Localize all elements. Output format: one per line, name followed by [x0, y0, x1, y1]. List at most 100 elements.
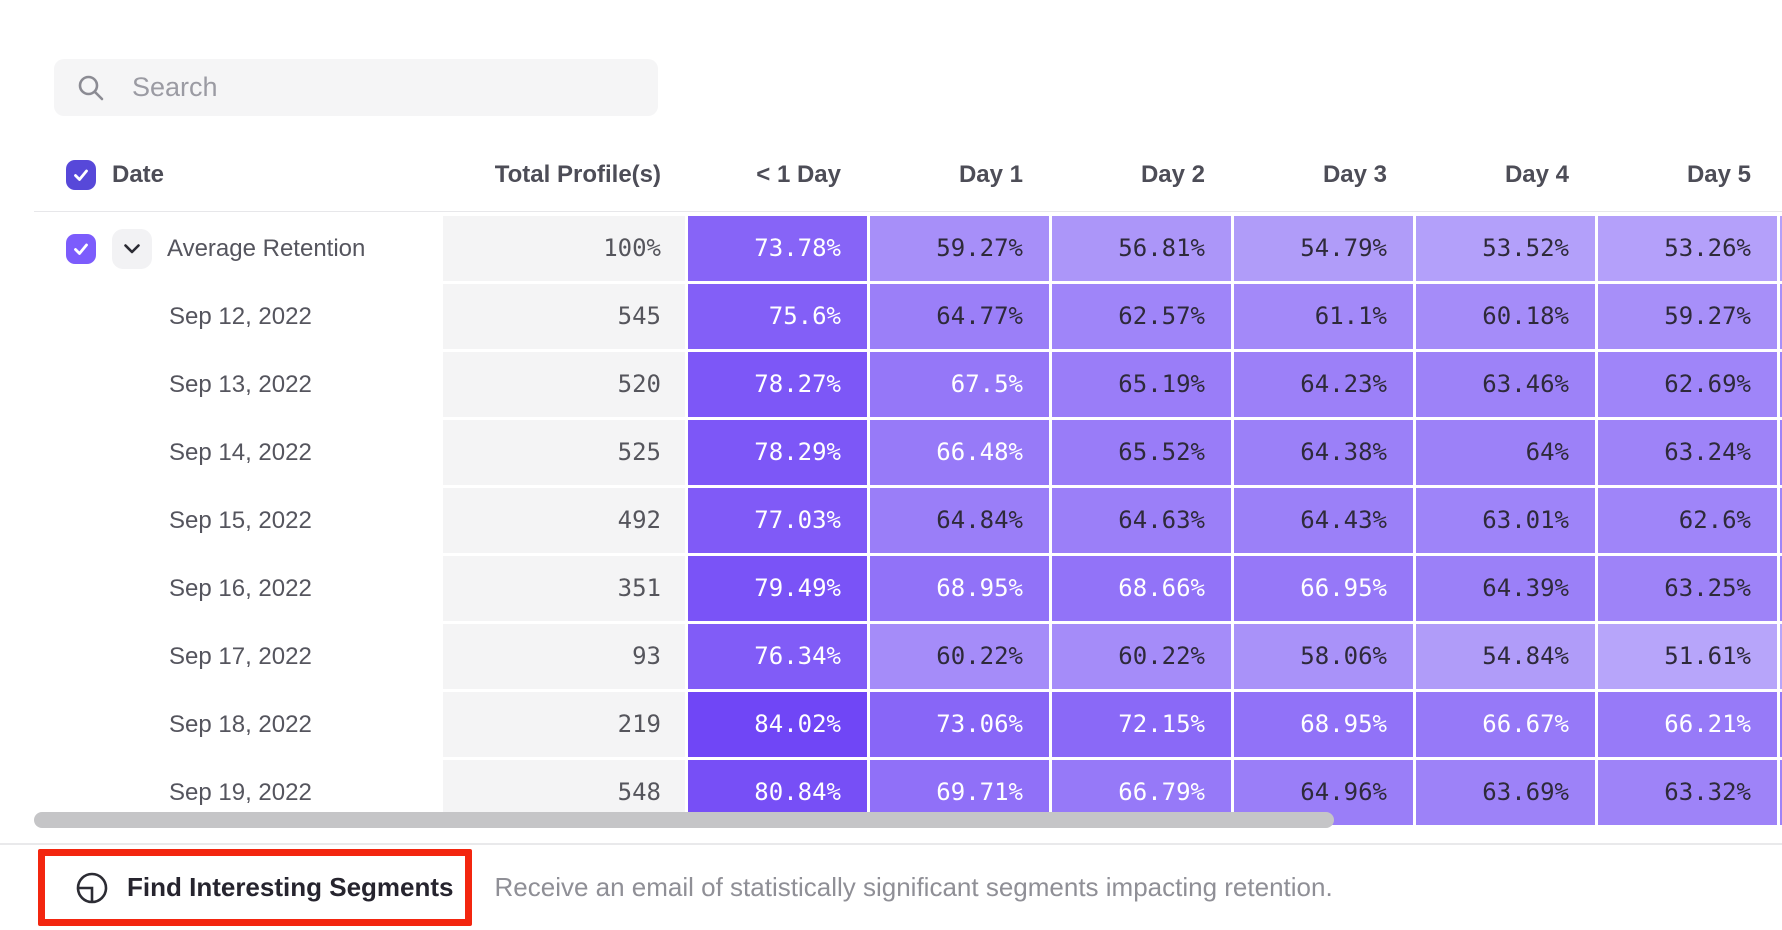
retention-cell-day-3[interactable]: 66.95% — [1231, 556, 1413, 621]
retention-cell-day-3[interactable]: 68.95% — [1231, 692, 1413, 757]
retention-cell-day-3[interactable]: 64.38% — [1231, 420, 1413, 485]
row-label-cell: Sep 12, 2022 — [0, 284, 443, 349]
retention-cell-day-3[interactable]: 54.79% — [1231, 216, 1413, 281]
retention-cell-day-4[interactable]: 64.39% — [1413, 556, 1595, 621]
row-label: Sep 13, 2022 — [169, 370, 312, 398]
table-row: Average Retention 100% 73.78% 59.27% 56.81% 5… — [0, 216, 1782, 281]
retention-cell-day-5[interactable]: 51.61% — [1595, 624, 1777, 689]
retention-cell-day-0[interactable]: 78.27% — [685, 352, 867, 417]
retention-cell-day-2[interactable]: 64.63% — [1049, 488, 1231, 553]
retention-cell-day-1[interactable]: 68.95% — [867, 556, 1049, 621]
next-column-sliver — [1777, 284, 1782, 349]
retention-cell-day-0[interactable]: 78.29% — [685, 420, 867, 485]
retention-cell-day-3[interactable]: 61.1% — [1231, 284, 1413, 349]
retention-cell-day-2[interactable]: 72.15% — [1049, 692, 1231, 757]
next-column-sliver — [1777, 692, 1782, 757]
retention-cell-day-1[interactable]: 59.27% — [867, 216, 1049, 281]
row-label-cell: Sep 16, 2022 — [0, 556, 443, 621]
column-header-day-2: Day 2 — [1140, 161, 1205, 188]
retention-cell-day-1[interactable]: 67.5% — [867, 352, 1049, 417]
column-header-day-0: < 1 Day — [756, 161, 841, 188]
table-body: Average Retention 100% 73.78% 59.27% 56.81% 5… — [0, 216, 1782, 825]
retention-cell-day-5[interactable]: 53.26% — [1595, 216, 1777, 281]
search-input[interactable] — [54, 59, 658, 116]
retention-cell-day-3[interactable]: 64.43% — [1231, 488, 1413, 553]
retention-cell-day-2[interactable]: 62.57% — [1049, 284, 1231, 349]
retention-cell-day-0[interactable]: 73.78% — [685, 216, 867, 281]
retention-cell-day-0[interactable]: 84.02% — [685, 692, 867, 757]
retention-cell-day-2[interactable]: 60.22% — [1049, 624, 1231, 689]
retention-cell-day-2[interactable]: 65.52% — [1049, 420, 1231, 485]
next-column-sliver — [1777, 624, 1782, 689]
check-icon — [74, 243, 88, 255]
next-column-sliver — [1777, 556, 1782, 621]
footer-divider — [0, 843, 1782, 845]
retention-cell-day-5[interactable]: 66.21% — [1595, 692, 1777, 757]
retention-cell-day-1[interactable]: 64.84% — [867, 488, 1049, 553]
retention-cell-day-4[interactable]: 63.46% — [1413, 352, 1595, 417]
column-header-day-3: Day 3 — [1322, 161, 1387, 188]
total-profiles-cell: 93 — [443, 624, 685, 689]
retention-cell-day-1[interactable]: 64.77% — [867, 284, 1049, 349]
total-profiles-cell: 351 — [443, 556, 685, 621]
table-row: Sep 13, 2022 520 78.27% 67.5% 65.19% 64.23% 63… — [0, 352, 1782, 417]
expand-row-button[interactable] — [112, 228, 152, 269]
retention-cell-day-5[interactable]: 63.25% — [1595, 556, 1777, 621]
horizontal-scrollbar-thumb[interactable] — [34, 812, 1334, 828]
table-row: Sep 12, 2022 545 75.6% 64.77% 62.57% 61.1% 60.… — [0, 284, 1782, 349]
next-column-sliver — [1777, 352, 1782, 417]
retention-cell-day-1[interactable]: 66.48% — [867, 420, 1049, 485]
retention-cell-day-5[interactable]: 63.32% — [1595, 760, 1777, 825]
retention-cell-day-5[interactable]: 63.24% — [1595, 420, 1777, 485]
retention-cell-day-2[interactable]: 56.81% — [1049, 216, 1231, 281]
retention-cell-day-4[interactable]: 63.69% — [1413, 760, 1595, 825]
retention-cell-day-1[interactable]: 60.22% — [867, 624, 1049, 689]
retention-cell-day-4[interactable]: 66.67% — [1413, 692, 1595, 757]
next-column-sliver — [1777, 488, 1782, 553]
column-header-total-profiles: Total Profile(s) — [494, 161, 661, 188]
next-column-sliver — [1777, 216, 1782, 281]
search-bar — [54, 59, 658, 116]
table-row: Sep 17, 2022 93 76.34% 60.22% 60.22% 58.06% 54… — [0, 624, 1782, 689]
find-interesting-segments-label: Find Interesting Segments — [127, 872, 454, 902]
retention-cell-day-4[interactable]: 53.52% — [1413, 216, 1595, 281]
retention-cell-day-1[interactable]: 73.06% — [867, 692, 1049, 757]
retention-cell-day-0[interactable]: 79.49% — [685, 556, 867, 621]
total-profiles-cell: 219 — [443, 692, 685, 757]
retention-cell-day-2[interactable]: 65.19% — [1049, 352, 1231, 417]
table-header-row: Date Total Profile(s) < 1 Day Day 1 Day 2 D… — [0, 140, 1782, 210]
retention-cell-day-0[interactable]: 76.34% — [685, 624, 867, 689]
retention-cell-day-4[interactable]: 54.84% — [1413, 624, 1595, 689]
retention-cell-day-5[interactable]: 62.6% — [1595, 488, 1777, 553]
row-label-cell: Sep 15, 2022 — [0, 488, 443, 553]
column-header-day-4: Day 4 — [1504, 161, 1569, 188]
retention-cell-day-5[interactable]: 62.69% — [1595, 352, 1777, 417]
select-all-checkbox[interactable] — [66, 160, 96, 190]
row-label-cell: Sep 14, 2022 — [0, 420, 443, 485]
row-label-cell: Sep 13, 2022 — [0, 352, 443, 417]
row-label-cell: Sep 18, 2022 — [0, 692, 443, 757]
column-header-date: Date — [112, 161, 165, 188]
row-label: Sep 15, 2022 — [169, 506, 312, 534]
retention-cell-day-3[interactable]: 64.96% — [1231, 760, 1413, 825]
row-label: Sep 17, 2022 — [169, 642, 312, 670]
header-divider — [34, 211, 1782, 212]
table-row: Sep 18, 2022 219 84.02% 73.06% 72.15% 68.95% 6… — [0, 692, 1782, 757]
retention-cell-day-2[interactable]: 68.66% — [1049, 556, 1231, 621]
retention-cell-day-3[interactable]: 58.06% — [1231, 624, 1413, 689]
retention-cell-day-4[interactable]: 60.18% — [1413, 284, 1595, 349]
find-interesting-segments-button[interactable]: Find Interesting Segments — [75, 871, 454, 905]
total-profiles-cell: 520 — [443, 352, 685, 417]
retention-cell-day-3[interactable]: 64.23% — [1231, 352, 1413, 417]
retention-cell-day-4[interactable]: 63.01% — [1413, 488, 1595, 553]
table-row: Sep 14, 2022 525 78.29% 66.48% 65.52% 64.38% 6… — [0, 420, 1782, 485]
retention-cell-day-5[interactable]: 59.27% — [1595, 284, 1777, 349]
retention-cell-day-0[interactable]: 77.03% — [685, 488, 867, 553]
retention-cell-day-4[interactable]: 64% — [1413, 420, 1595, 485]
column-header-day-5: Day 5 — [1686, 161, 1751, 188]
row-checkbox[interactable] — [66, 233, 96, 264]
segments-description: Receive an email of statistically signif… — [494, 872, 1333, 902]
retention-cell-day-0[interactable]: 75.6% — [685, 284, 867, 349]
next-column-sliver — [1777, 760, 1782, 825]
